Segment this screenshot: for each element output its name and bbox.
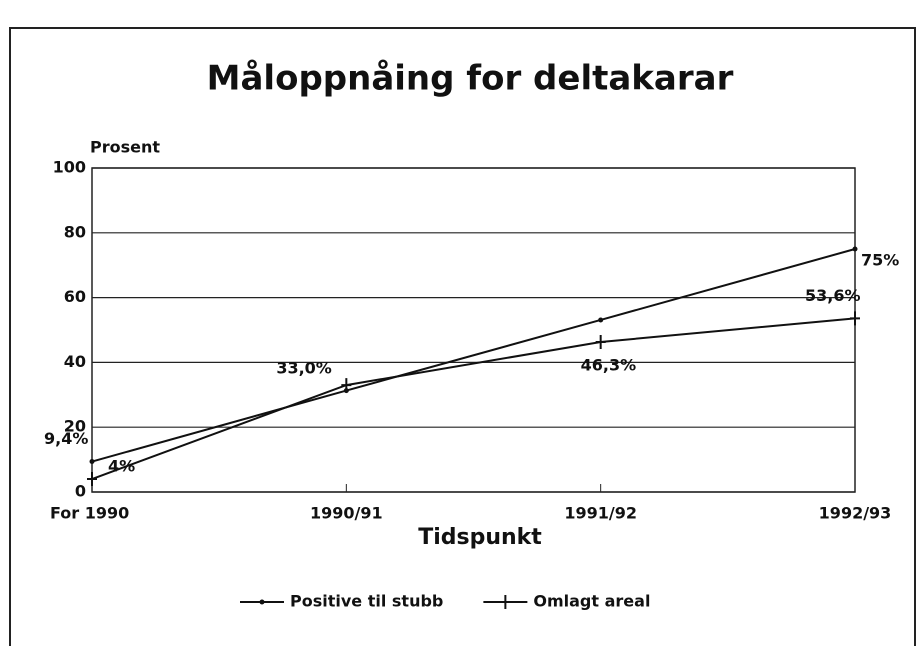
x-axis-label: Tidspunkt: [418, 525, 542, 550]
value-label: 9,4%: [44, 429, 88, 448]
legend-marker: [259, 599, 265, 605]
legend-label: Positive til stubb: [290, 592, 443, 611]
y-tick-label: 60: [64, 287, 86, 306]
value-label: 4%: [108, 457, 135, 476]
plot-area: [91, 167, 856, 493]
marker: [341, 378, 352, 393]
value-label: 53,6%: [805, 286, 861, 305]
series-line: [91, 248, 856, 463]
x-tick-label: For 1990: [50, 504, 129, 523]
marker: [598, 317, 604, 323]
marker: [850, 311, 860, 326]
x-tick-label: 1990/91: [310, 504, 383, 523]
y-tick-label: 80: [64, 222, 86, 241]
series-line: [91, 317, 856, 480]
y-tick-label: 0: [75, 482, 86, 501]
y-axis-label: Prosent: [90, 138, 160, 157]
x-tick-label: 1992/93: [819, 504, 892, 523]
marker: [89, 459, 95, 465]
marker: [87, 472, 97, 487]
value-label: 46,3%: [581, 355, 637, 374]
y-tick-label: 40: [64, 352, 86, 371]
x-tick-label: 1991/92: [564, 504, 637, 523]
value-label: 75%: [861, 251, 899, 270]
value-label: 33,0%: [276, 359, 332, 378]
marker: [595, 334, 606, 349]
chart-title: Måloppnåing for deltakarar: [207, 59, 734, 99]
marker: [852, 246, 858, 252]
y-tick-label: 100: [53, 158, 86, 177]
legend-label: Omlagt areal: [533, 592, 650, 611]
frame: [9, 27, 916, 646]
y-tick-label: 20: [64, 417, 86, 436]
